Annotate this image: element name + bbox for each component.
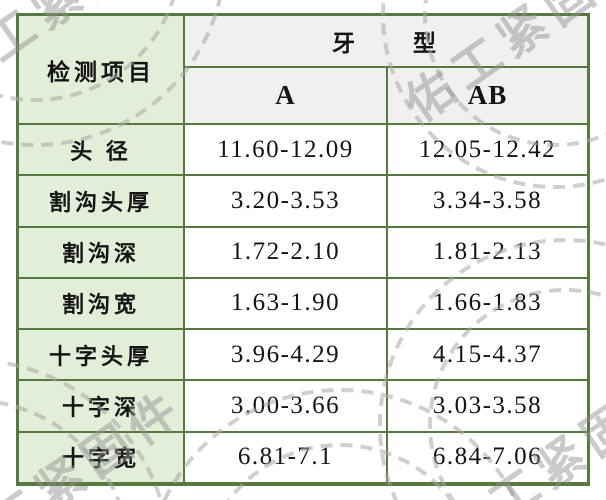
cell-a: 1.63-1.90: [185, 278, 386, 329]
row-label: 十字头厚: [19, 330, 183, 380]
row-label: 头 径: [19, 125, 183, 175]
cell-a: 6.81-7.1: [185, 432, 386, 482]
cell-ab: 12.05-12.42: [388, 125, 587, 175]
row-label: 十字深: [19, 381, 183, 431]
cell-a: 11.60-12.09: [185, 125, 386, 175]
cell-a: 1.72-2.10: [185, 227, 386, 277]
cell-ab: 1.81-2.13: [388, 227, 587, 277]
cell-a: 3.20-3.53: [185, 176, 386, 226]
cell-ab: 1.66-1.83: [388, 278, 587, 329]
cell-a: 3.00-3.66: [185, 381, 386, 431]
corner-header: 检测项目: [19, 16, 183, 123]
row-label: 割沟宽: [19, 278, 183, 329]
cell-a: 3.96-4.29: [185, 330, 386, 380]
thread-type-group-header: 牙 型: [185, 16, 587, 66]
cell-ab: 3.03-3.58: [388, 381, 587, 431]
cell-ab: 3.34-3.58: [388, 176, 587, 226]
row-label: 割沟头厚: [19, 176, 183, 226]
row-label: 十字宽: [19, 432, 183, 482]
cell-ab: 4.15-4.37: [388, 330, 587, 380]
column-header-a: A: [185, 68, 386, 123]
spec-table: 检测项目 牙 型 A AB 头 径 11.60-12.09 12.05-12.4…: [16, 13, 590, 486]
row-label: 割沟深: [19, 227, 183, 277]
column-header-ab: AB: [388, 68, 587, 123]
cell-ab: 6.84-7.06: [388, 432, 587, 482]
